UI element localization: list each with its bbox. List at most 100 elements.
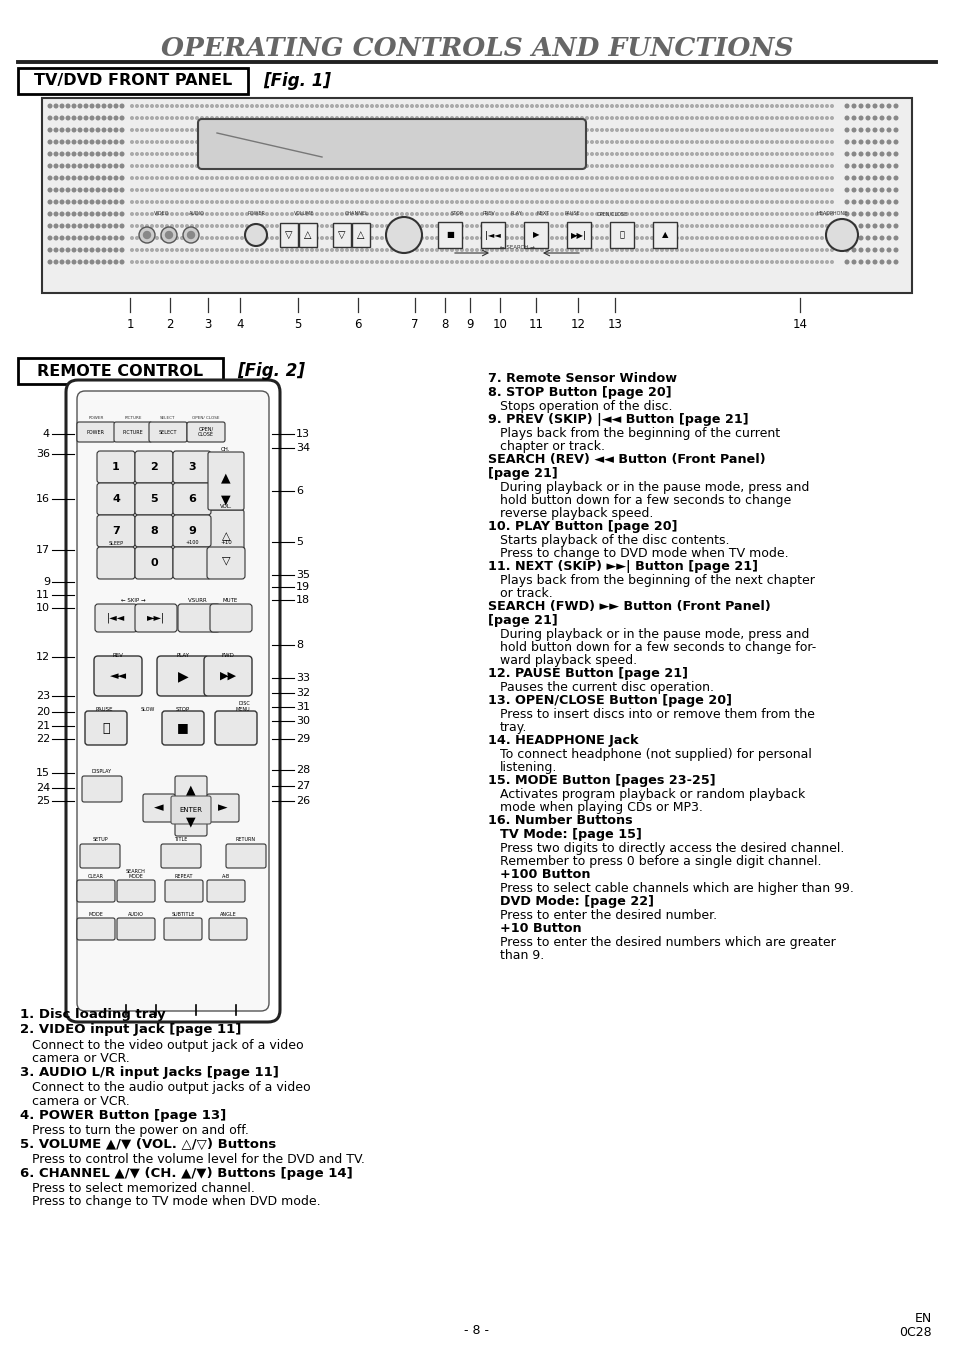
Circle shape xyxy=(665,225,668,228)
Circle shape xyxy=(131,105,133,108)
Circle shape xyxy=(445,201,448,204)
Circle shape xyxy=(780,128,782,131)
Circle shape xyxy=(844,236,848,240)
Circle shape xyxy=(260,140,263,143)
Circle shape xyxy=(600,189,602,191)
Circle shape xyxy=(510,140,513,143)
FancyBboxPatch shape xyxy=(77,880,115,902)
Circle shape xyxy=(520,164,523,167)
Circle shape xyxy=(530,201,533,204)
Circle shape xyxy=(800,177,802,179)
Circle shape xyxy=(530,105,533,108)
Circle shape xyxy=(645,140,648,143)
Circle shape xyxy=(251,248,253,251)
Circle shape xyxy=(680,177,682,179)
Circle shape xyxy=(660,189,662,191)
Circle shape xyxy=(810,189,813,191)
Circle shape xyxy=(291,117,293,120)
Circle shape xyxy=(266,248,268,251)
Circle shape xyxy=(300,237,303,240)
Circle shape xyxy=(114,140,117,144)
Circle shape xyxy=(665,237,668,240)
Circle shape xyxy=(810,248,813,251)
Circle shape xyxy=(470,140,473,143)
Circle shape xyxy=(630,260,633,263)
Circle shape xyxy=(645,105,648,108)
Circle shape xyxy=(585,177,588,179)
Circle shape xyxy=(610,105,613,108)
Circle shape xyxy=(140,201,143,204)
Circle shape xyxy=(610,213,613,216)
Circle shape xyxy=(255,105,258,108)
Circle shape xyxy=(425,105,428,108)
Circle shape xyxy=(825,140,827,143)
Text: 7. Remote Sensor Window: 7. Remote Sensor Window xyxy=(488,372,677,386)
Circle shape xyxy=(96,104,100,108)
Circle shape xyxy=(405,140,408,143)
Circle shape xyxy=(96,128,100,132)
Circle shape xyxy=(266,213,268,216)
Circle shape xyxy=(720,213,722,216)
Circle shape xyxy=(311,248,313,251)
Circle shape xyxy=(585,201,588,204)
Circle shape xyxy=(251,225,253,228)
Circle shape xyxy=(580,177,582,179)
Circle shape xyxy=(670,189,673,191)
Circle shape xyxy=(226,152,228,155)
Circle shape xyxy=(395,140,398,143)
Circle shape xyxy=(240,152,243,155)
FancyBboxPatch shape xyxy=(207,547,245,580)
Circle shape xyxy=(735,201,738,204)
Circle shape xyxy=(893,116,897,120)
Circle shape xyxy=(375,140,378,143)
Circle shape xyxy=(108,104,112,108)
Circle shape xyxy=(720,201,722,204)
Circle shape xyxy=(320,117,323,120)
Circle shape xyxy=(360,201,363,204)
Circle shape xyxy=(760,105,762,108)
Circle shape xyxy=(72,236,75,240)
Circle shape xyxy=(800,105,802,108)
FancyBboxPatch shape xyxy=(77,391,269,1011)
Circle shape xyxy=(440,260,443,263)
Circle shape xyxy=(445,213,448,216)
Circle shape xyxy=(720,105,722,108)
Circle shape xyxy=(135,225,138,228)
Text: Stops operation of the disc.: Stops operation of the disc. xyxy=(499,400,672,412)
Circle shape xyxy=(500,260,503,263)
Circle shape xyxy=(575,177,578,179)
FancyBboxPatch shape xyxy=(95,604,137,632)
Circle shape xyxy=(585,213,588,216)
Circle shape xyxy=(411,248,413,251)
Text: SETUP: SETUP xyxy=(92,837,108,842)
Circle shape xyxy=(625,225,628,228)
Circle shape xyxy=(859,128,862,132)
Circle shape xyxy=(695,225,698,228)
Circle shape xyxy=(550,201,553,204)
Circle shape xyxy=(255,164,258,167)
Circle shape xyxy=(114,224,117,228)
Circle shape xyxy=(135,177,138,179)
Circle shape xyxy=(640,177,642,179)
Circle shape xyxy=(476,201,477,204)
Circle shape xyxy=(510,152,513,155)
Circle shape xyxy=(785,248,787,251)
Text: POWER: POWER xyxy=(248,212,266,216)
Circle shape xyxy=(685,237,687,240)
Circle shape xyxy=(440,189,443,191)
Circle shape xyxy=(405,128,408,131)
Circle shape xyxy=(496,248,497,251)
Circle shape xyxy=(825,128,827,131)
Circle shape xyxy=(510,177,513,179)
Circle shape xyxy=(450,128,453,131)
Circle shape xyxy=(91,152,93,156)
Circle shape xyxy=(886,248,890,252)
Text: Plays back from the beginning of the next chapter: Plays back from the beginning of the nex… xyxy=(499,574,814,586)
Circle shape xyxy=(560,248,562,251)
Circle shape xyxy=(315,189,318,191)
FancyBboxPatch shape xyxy=(352,222,370,247)
Text: 13: 13 xyxy=(607,318,621,332)
Circle shape xyxy=(215,201,218,204)
Circle shape xyxy=(371,225,373,228)
Circle shape xyxy=(555,189,558,191)
